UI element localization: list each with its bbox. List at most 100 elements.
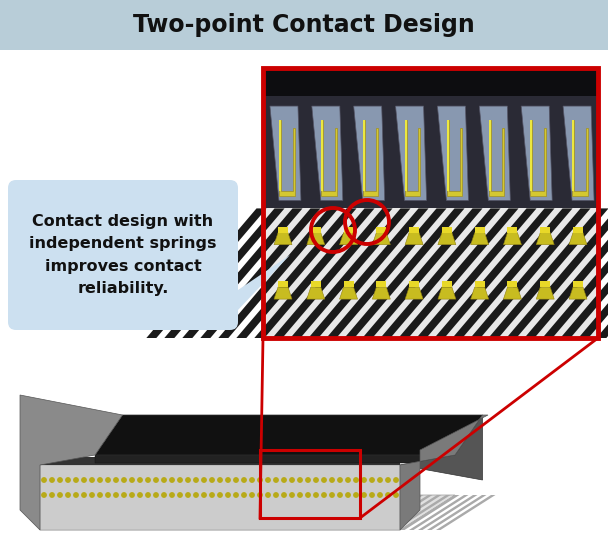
Circle shape [66,493,70,497]
Polygon shape [279,119,295,197]
Polygon shape [521,106,552,200]
Polygon shape [272,208,393,338]
Polygon shape [405,119,420,197]
Polygon shape [442,227,452,233]
Polygon shape [121,495,181,530]
Polygon shape [229,495,289,530]
Polygon shape [265,495,325,530]
Polygon shape [561,208,608,338]
Bar [263,68,598,338]
Polygon shape [376,281,386,287]
Polygon shape [438,233,456,245]
Polygon shape [569,287,587,299]
Circle shape [58,478,62,482]
Polygon shape [372,287,390,299]
Circle shape [242,493,246,497]
Circle shape [386,493,390,497]
Polygon shape [254,208,375,338]
Polygon shape [182,208,303,338]
Circle shape [202,493,206,497]
Circle shape [226,493,230,497]
Polygon shape [270,106,301,200]
Circle shape [226,478,230,482]
Polygon shape [278,227,288,233]
Circle shape [194,493,198,497]
Polygon shape [157,495,216,530]
Polygon shape [563,106,594,200]
Polygon shape [95,415,483,455]
Circle shape [322,493,326,497]
Bar [260,450,360,518]
Circle shape [266,478,270,482]
Polygon shape [508,281,517,287]
Polygon shape [130,495,190,530]
Circle shape [90,478,94,482]
Polygon shape [100,443,460,451]
Circle shape [274,478,278,482]
Polygon shape [67,495,126,530]
Polygon shape [437,106,468,200]
Polygon shape [405,287,423,299]
Circle shape [362,478,366,482]
Circle shape [290,478,294,482]
Polygon shape [536,287,554,299]
Polygon shape [438,287,456,299]
Polygon shape [40,495,455,530]
Circle shape [210,478,214,482]
Circle shape [178,493,182,497]
Polygon shape [301,495,361,530]
Polygon shape [372,233,390,245]
Circle shape [42,478,46,482]
Bar [0,0,608,50]
Polygon shape [381,208,500,338]
Circle shape [290,493,294,497]
Bar [263,68,598,96]
Polygon shape [503,233,522,245]
Polygon shape [337,495,396,530]
Polygon shape [321,119,336,197]
Polygon shape [274,287,292,299]
Polygon shape [344,208,465,338]
Circle shape [90,493,94,497]
Circle shape [122,478,126,482]
Polygon shape [452,208,573,338]
Polygon shape [238,255,290,310]
Circle shape [330,478,334,482]
Circle shape [162,478,166,482]
Circle shape [386,478,390,482]
Polygon shape [531,119,546,197]
Circle shape [314,478,318,482]
Polygon shape [238,495,297,530]
Circle shape [114,493,118,497]
Polygon shape [398,208,519,338]
Polygon shape [489,119,504,197]
Polygon shape [211,495,271,530]
Circle shape [50,493,54,497]
Polygon shape [409,227,419,233]
Polygon shape [184,495,243,530]
Polygon shape [447,119,462,197]
Polygon shape [310,495,370,530]
Polygon shape [40,457,400,465]
Circle shape [330,493,334,497]
Circle shape [370,493,374,497]
Polygon shape [256,495,316,530]
Circle shape [202,478,206,482]
Polygon shape [58,495,117,530]
Circle shape [298,493,302,497]
Circle shape [210,493,214,497]
Circle shape [298,478,302,482]
Circle shape [282,478,286,482]
Circle shape [218,493,222,497]
Polygon shape [508,227,517,233]
Polygon shape [85,495,145,530]
Polygon shape [147,208,266,338]
Circle shape [74,493,78,497]
Polygon shape [139,495,198,530]
Bar [263,68,598,338]
Polygon shape [326,208,446,338]
Polygon shape [164,208,285,338]
Polygon shape [321,119,323,192]
Bar [263,68,598,208]
Polygon shape [475,227,485,233]
